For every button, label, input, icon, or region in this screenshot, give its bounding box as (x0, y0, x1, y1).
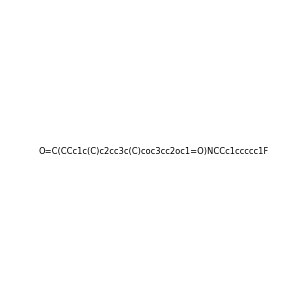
Text: O=C(CCc1c(C)c2cc3c(C)coc3cc2oc1=O)NCCc1ccccc1F: O=C(CCc1c(C)c2cc3c(C)coc3cc2oc1=O)NCCc1c… (39, 147, 269, 156)
